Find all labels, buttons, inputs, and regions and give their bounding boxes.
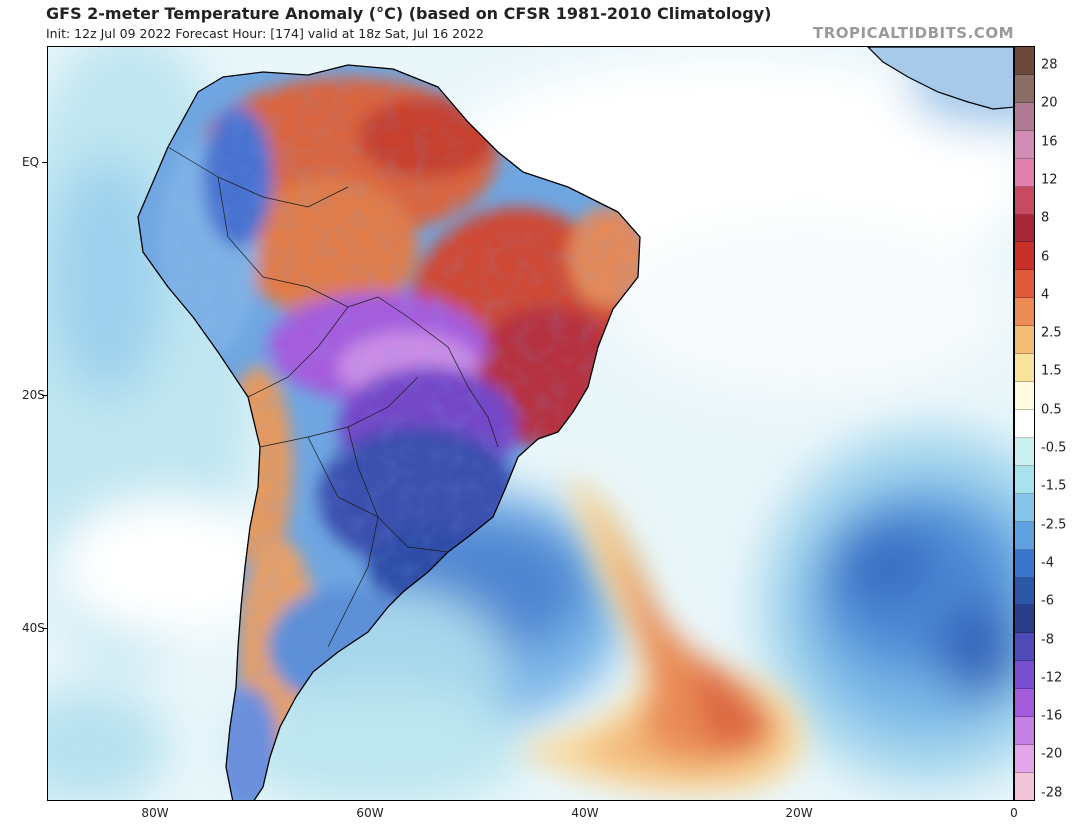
colorbar-tick-label: 16 (1041, 134, 1058, 150)
colorbar-tick-label: -16 (1041, 708, 1063, 724)
ocean-anomaly-field (48, 47, 1013, 800)
colorbar-segment (1015, 158, 1034, 187)
lat-label-20s: 20S (22, 388, 47, 402)
colorbar-tick-label: 8 (1041, 210, 1050, 226)
colorbar-tick-label: 12 (1041, 172, 1058, 188)
colorbar-tick-label: -0.5 (1041, 440, 1067, 456)
colorbar-segment (1015, 437, 1034, 466)
colorbar-segment (1015, 298, 1034, 327)
colorbar-segment (1015, 493, 1034, 522)
warm-anomaly-plume (518, 477, 805, 795)
colorbar-segment (1015, 549, 1034, 578)
colorbar-segment (1015, 745, 1034, 773)
colorbar-tick-label: 1.5 (1041, 363, 1062, 379)
lon-label-20w: 20W (785, 806, 813, 820)
colorbar-tick-label: -4 (1041, 555, 1054, 571)
colorbar-segment (1015, 772, 1034, 800)
colorbar-segment (1015, 717, 1034, 746)
colorbar-segment (1015, 409, 1034, 438)
lon-label-0: 0 (1010, 806, 1018, 820)
map-title: GFS 2-meter Temperature Anomaly (°C) (ba… (46, 4, 772, 23)
colorbar-segment (1015, 661, 1034, 690)
lon-label-40w: 40W (571, 806, 599, 820)
brand-watermark: TROPICALTIDBITS.COM (813, 24, 1014, 42)
colorbar-segment (1015, 382, 1034, 410)
colorbar-segment (1015, 47, 1034, 75)
colorbar-segment (1015, 577, 1034, 606)
colorbar-segment (1015, 326, 1034, 355)
country-borders (167, 146, 499, 648)
colorbar-segment (1015, 242, 1034, 271)
colorbar-tick-label: -6 (1041, 593, 1054, 609)
colorbar-segment (1015, 689, 1034, 718)
lat-label-eq: EQ (22, 155, 48, 169)
colorbar-segment (1015, 74, 1034, 103)
colorbar-segment (1015, 270, 1034, 299)
colorbar-tick-label: -1.5 (1041, 478, 1067, 494)
colorbar-tick-label: 2.5 (1041, 325, 1062, 341)
colorbar-tick-label: 4 (1041, 287, 1050, 303)
lat-label-40s: 40S (22, 621, 47, 635)
colorbar-tick-label: 20 (1041, 95, 1058, 111)
map-canvas (48, 47, 1013, 800)
colorbar-tick-label: -20 (1041, 746, 1063, 762)
colorbar-tick-label: 28 (1041, 57, 1058, 73)
colorbar-tick-label: 0.5 (1041, 402, 1062, 418)
colorbar-segment (1015, 605, 1034, 634)
colorbar-tick-label: -28 (1041, 785, 1063, 801)
colorbar-segment (1015, 354, 1034, 383)
colorbar-segment (1015, 186, 1034, 215)
colorbar-segment (1015, 465, 1034, 494)
colorbar-segment (1015, 214, 1034, 243)
colorbar-segment (1015, 130, 1034, 159)
colorbar-segment (1015, 521, 1034, 550)
africa-coast (867, 47, 1013, 110)
lon-label-60w: 60W (356, 806, 384, 820)
colorbar-tick-label: -2.5 (1041, 517, 1067, 533)
colorbar (1014, 46, 1035, 801)
colorbar-segment (1015, 633, 1034, 662)
colorbar-segment (1015, 102, 1034, 131)
lon-label-80w: 80W (141, 806, 169, 820)
colorbar-tick-label: 6 (1041, 249, 1050, 264)
colorbar-tick-label: -12 (1041, 670, 1063, 686)
anomaly-map (47, 46, 1014, 801)
colorbar-tick-label: -8 (1041, 632, 1054, 647)
map-subtitle: Init: 12z Jul 09 2022 Forecast Hour: [17… (46, 26, 484, 41)
